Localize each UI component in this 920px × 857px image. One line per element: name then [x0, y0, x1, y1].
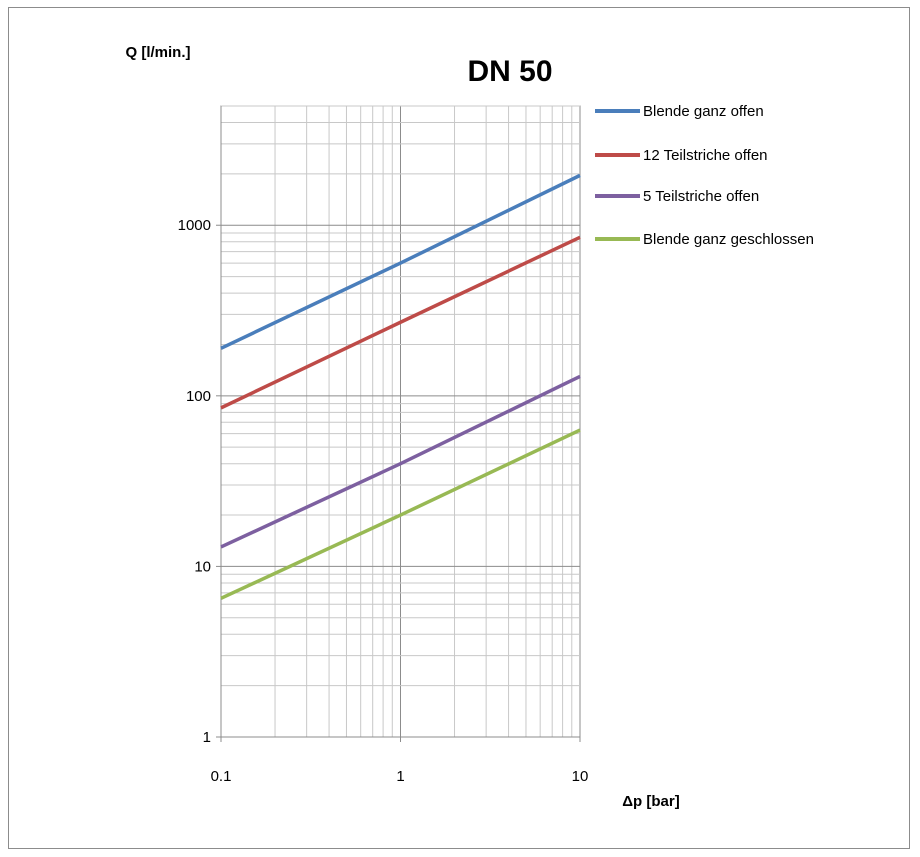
legend: Blende ganz offen 12 Teilstriche offen 5… — [595, 103, 814, 248]
x-tick-label: 10 — [572, 768, 589, 785]
legend-label-5-teilstriche-offen: 5 Teilstriche offen — [643, 188, 759, 205]
series-line-5-teilstriche-offen — [220, 374, 581, 549]
chart-title: DN 50 — [467, 55, 552, 88]
legend-label-blende-ganz-geschlossen: Blende ganz geschlossen — [643, 231, 814, 248]
series-lines — [220, 173, 581, 600]
x-tick-label: 1 — [396, 768, 404, 785]
legend-label-blende-ganz-offen: Blende ganz offen — [643, 103, 764, 120]
y-tick-label: 1 — [203, 729, 211, 746]
grid — [217, 105, 581, 741]
x-tick-label: 0.1 — [211, 768, 232, 785]
x-axis-title: Δp [bar] — [622, 793, 679, 810]
y-tick-label: 100 — [186, 388, 211, 405]
y-tick-label: 10 — [194, 558, 211, 575]
tick-labels: 1 10 100 1000 0.1 1 10 — [178, 217, 589, 785]
y-tick-label: 1000 — [178, 217, 211, 234]
series-line-blende-ganz-geschlossen — [220, 428, 581, 600]
series-line-12-teilstriche-offen — [220, 235, 581, 410]
series-line-blende-ganz-offen — [220, 173, 581, 350]
legend-label-12-teilstriche-offen: 12 Teilstriche offen — [643, 147, 768, 164]
y-axis-title: Q [l/min.] — [126, 44, 191, 61]
